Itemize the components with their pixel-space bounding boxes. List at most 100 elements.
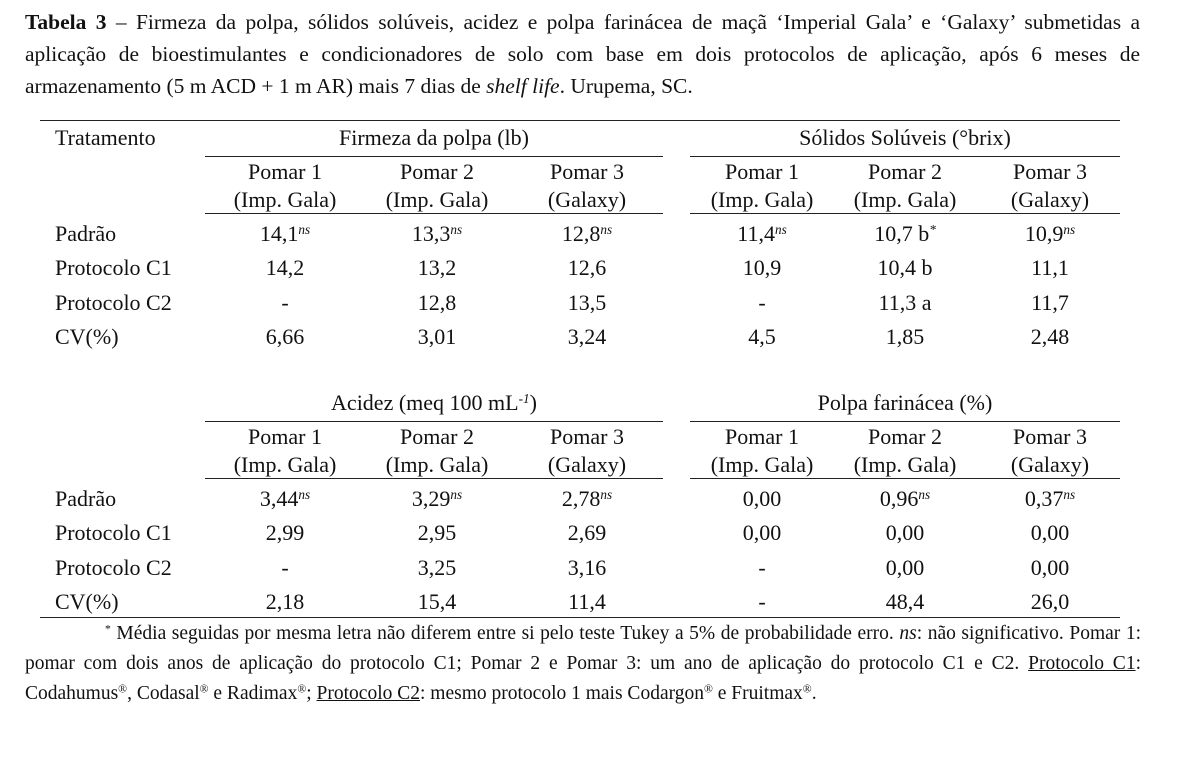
text-segment: * [105,622,111,636]
cell: 0,00 [885,520,925,546]
cell: 13,2 [417,255,457,281]
value: 10,9 [1024,221,1064,246]
column-header: Pomar 2 [868,159,942,184]
rule [205,478,663,479]
cell: 6,66 [265,323,305,349]
column-header: (Imp. Gala) [710,187,814,212]
value: 12,8 [561,221,601,246]
cell: 0,37ns [940,486,1160,512]
rule [40,120,1120,121]
text-segment: , Codasal [127,683,200,704]
column-header: Pomar 2 [400,159,474,184]
value: Sólidos Solúveis (°brix) [799,125,1011,150]
cell: 2,69 [567,520,607,546]
value: ) [529,390,537,415]
column-header: Pomar 3 [1013,424,1087,449]
cell: - [758,289,766,315]
cell: 13,3ns [327,221,547,247]
column-header: Pomar 2 [400,424,474,449]
text-segment: e Radimax [208,683,298,704]
group-title: Polpa farinácea (%) [795,390,1015,416]
cell: - [281,289,289,315]
superscript: * [929,221,936,237]
column-header: Pomar 2 [868,424,942,449]
column-header: (Imp. Gala) [385,452,489,477]
cell: 2,18 [265,588,305,614]
rule [690,478,1120,479]
footnote: * Média seguidas por mesma letra não dif… [25,619,1141,709]
text-segment: ns [899,623,917,644]
cell: 3,44ns [175,486,395,512]
column-header: (Imp. Gala) [853,452,957,477]
superscript: -1 [518,390,530,406]
text-segment: ® [118,682,128,696]
text-segment: ® [704,682,713,696]
column-header: (Imp. Gala) [710,452,814,477]
cell: 1,85 [885,323,925,349]
value: 3,44 [259,486,299,511]
text-segment: – Firmeza da polpa, sólidos solúveis, ac… [25,10,1140,98]
text-segment: : não significativo. Pomar 1: pomar com … [25,623,1141,674]
row-label: Protocolo C1 [55,520,172,546]
rule [690,213,1120,214]
column-header: Pomar 1 [248,424,322,449]
cell: 12,8 [417,289,457,315]
column-header: Pomar 3 [550,159,624,184]
group-title: Acidez (meq 100 mL-1) [324,390,544,416]
text-segment: Protocolo C1 [1028,653,1136,674]
rule [690,421,1120,422]
cell: 11,4ns [652,221,872,247]
cell: 11,1 [1031,255,1069,281]
text-segment: ® [199,682,209,696]
cell: 12,6 [567,255,607,281]
superscript: ns [450,221,463,237]
cell: 10,7 b* [795,221,1015,247]
cell: 0,00 [1030,520,1070,546]
value: 11,4 [737,221,775,246]
cell: 0,00 [742,486,782,511]
cell: 0,00 [1030,554,1070,580]
cell: 48,4 [885,588,925,614]
superscript: ns [600,486,613,502]
value: Acidez (meq 100 mL [331,390,519,415]
caption: Tabela 3 – Firmeza da polpa, sólidos sol… [25,6,1140,102]
rule [40,617,1120,618]
superscript: ns [774,221,787,237]
cell: 10,9 [742,255,782,281]
cell: 15,4 [417,588,457,614]
cell: 4,5 [748,323,776,349]
value: 2,78 [561,486,601,511]
superscript: ns [600,221,613,237]
text-segment: : Codahumus [25,653,1141,704]
cell: 2,48 [1030,323,1070,349]
rule [690,156,1120,157]
column-header: (Imp. Gala) [233,452,337,477]
text-segment: : mesmo protocolo 1 mais Codargon [420,683,704,704]
value: 10,7 b [874,221,930,246]
column-header: Pomar 1 [725,424,799,449]
value: 3,29 [411,486,451,511]
cell: 3,16 [567,554,607,580]
cell: 0,96ns [795,486,1015,512]
value: 14,1 [259,221,299,246]
column-header: Pomar 3 [550,424,624,449]
cell: - [281,554,289,580]
cell: 3,29ns [327,486,547,512]
row-label: Padrão [55,486,117,511]
group-title: Sólidos Solúveis (°brix) [795,125,1015,151]
text-segment: Média seguidas por mesma letra não difer… [110,623,900,644]
cell: 13,5 [567,289,607,315]
rule [205,421,663,422]
text-segment: . [811,683,817,704]
value: Polpa farinácea (%) [817,390,993,415]
cell: 11,4 [568,588,606,614]
value: 13,3 [411,221,451,246]
cell: 12,8ns [477,221,697,247]
superscript: ns [450,486,463,502]
column-header: (Imp. Gala) [853,187,957,212]
cell: 14,1ns [175,221,395,247]
value: 0,37 [1024,486,1064,511]
cell: 0,00 [885,554,925,580]
cell: 0,00 [742,520,782,546]
